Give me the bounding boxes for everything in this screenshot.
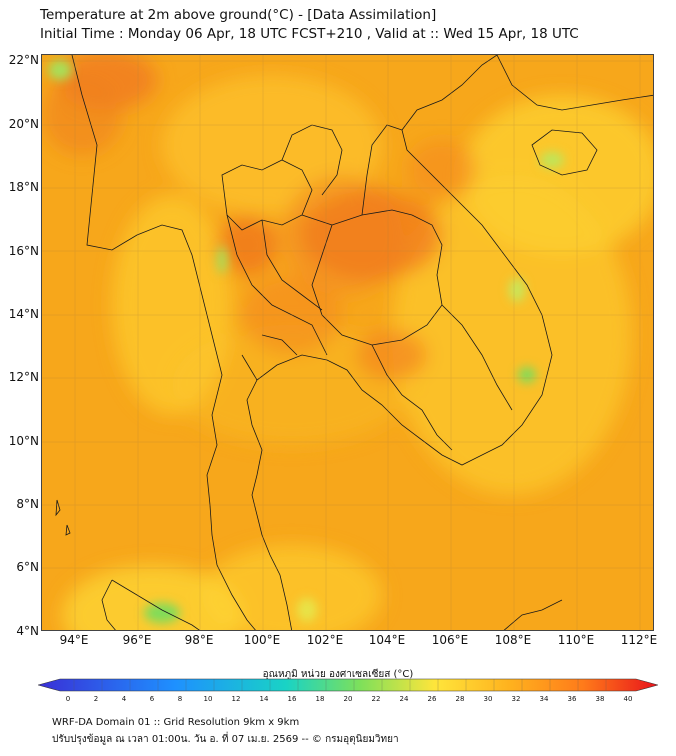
colorbar-tick: 36	[567, 695, 577, 703]
colorbar-title: อุณหภูมิ หน่วย องศาเซลเซียส (°C)	[262, 669, 414, 680]
lat-label-4N: 4°N	[16, 624, 39, 638]
lat-label-18N: 18°N	[8, 180, 39, 194]
lat-label-20N: 20°N	[8, 117, 39, 131]
lat-label-14N: 14°N	[8, 307, 39, 321]
footer-update-info: ปรับปรุงข้อมูล ณ เวลา 01:00น. วัน อ. ที่…	[52, 734, 399, 745]
colorbar-tick: 26	[427, 695, 437, 703]
lon-label-104E: 104°E	[368, 633, 406, 647]
lon-label-98E: 98°E	[184, 633, 214, 647]
lon-label-96E: 96°E	[122, 633, 152, 647]
colorbar-tick: 4	[121, 695, 127, 703]
lon-label-106E: 106°E	[431, 633, 469, 647]
colorbar-tick: 32	[511, 695, 521, 703]
colorbar-tick: 6	[149, 695, 155, 703]
lat-label-10N: 10°N	[8, 434, 39, 448]
cool-spots	[48, 60, 564, 623]
lon-label-100E: 100°E	[243, 633, 281, 647]
colorbar-tick: 14	[259, 695, 269, 703]
colorbar-tick: 28	[455, 695, 465, 703]
colorbar-tick: 40	[623, 695, 633, 703]
footer-model-info: WRF-DA Domain 01 :: Grid Resolution 9km …	[52, 717, 300, 728]
lon-label-110E: 110°E	[557, 633, 595, 647]
colorbar-tick: 34	[539, 695, 549, 703]
colorbar-tick: 12	[231, 695, 241, 703]
lon-label-108E: 108°E	[494, 633, 532, 647]
lat-label-22N: 22°N	[8, 53, 39, 67]
lat-label-8N: 8°N	[16, 497, 39, 511]
map-title: Temperature at 2m above ground(°C) - [Da…	[40, 7, 437, 23]
lon-label-112E: 112°E	[620, 633, 658, 647]
temperature-map[interactable]	[41, 54, 654, 631]
lat-label-12N: 12°N	[8, 370, 39, 384]
colorbar-tick: 38	[595, 695, 605, 703]
colorbar-tick: 18	[315, 695, 325, 703]
map-subtitle: Initial Time : Monday 06 Apr, 18 UTC FCS…	[40, 26, 579, 42]
colorbar-tick: 10	[203, 695, 213, 703]
colorbar-tick: 8	[177, 695, 183, 703]
temperature-field	[42, 55, 653, 630]
colorbar-tick: 24	[399, 695, 409, 703]
colorbar-gradient	[38, 678, 658, 692]
colorbar-tick: 0	[65, 695, 71, 703]
lon-label-102E: 102°E	[306, 633, 344, 647]
colorbar-tick: 20	[343, 695, 353, 703]
country-borders	[55, 55, 653, 630]
graticule	[42, 55, 653, 630]
lat-label-16N: 16°N	[8, 244, 39, 258]
colorbar-tick: 30	[483, 695, 493, 703]
colorbar-tick: 2	[93, 695, 99, 703]
colorbar	[38, 678, 658, 692]
colorbar-divisions	[73, 679, 607, 691]
colorbar-tick: 22	[371, 695, 381, 703]
lon-label-94E: 94°E	[59, 633, 89, 647]
colorbar-tick: 16	[287, 695, 297, 703]
lat-label-6N: 6°N	[16, 560, 39, 574]
